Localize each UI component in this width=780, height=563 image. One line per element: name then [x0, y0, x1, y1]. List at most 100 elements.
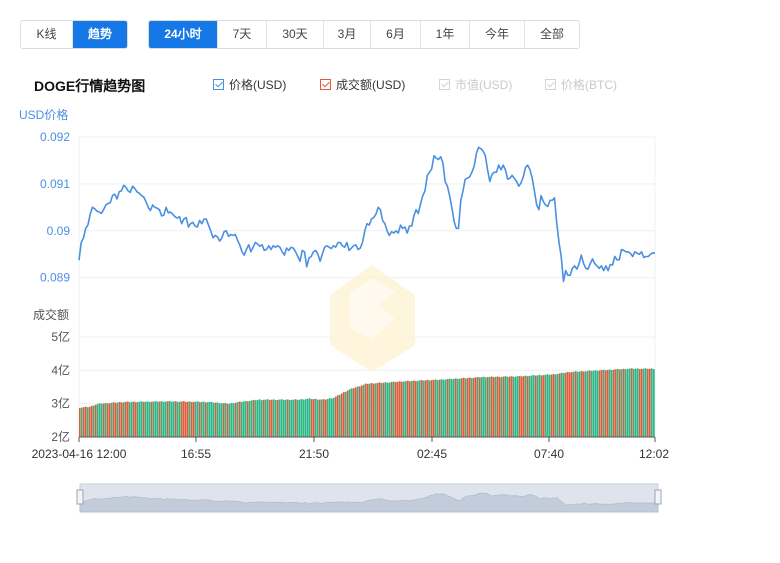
range-tab-3[interactable]: 3月 [324, 21, 371, 48]
volume-bar [247, 401, 249, 437]
volume-bar [123, 402, 125, 437]
volume-bar [547, 374, 549, 437]
volume-bar [459, 378, 461, 437]
mode-button-0[interactable]: K线 [21, 21, 73, 48]
volume-bar [545, 374, 547, 437]
volume-bar [423, 380, 425, 437]
volume-bar [415, 381, 417, 437]
volume-bar [221, 403, 223, 437]
volume-bar [197, 401, 199, 437]
volume-bar [645, 368, 647, 437]
volume-bar [337, 395, 339, 437]
volume-bar [235, 402, 237, 437]
volume-bar [381, 382, 383, 437]
volume-bar [131, 401, 133, 437]
legend-price-usd[interactable]: 价格(USD) [213, 76, 286, 93]
volume-bar [581, 371, 583, 437]
volume-bar [187, 401, 189, 437]
volume-bar [331, 398, 333, 437]
volume-bar [527, 376, 529, 437]
volume-bar [513, 376, 515, 437]
range-tab-6[interactable]: 今年 [470, 21, 525, 48]
volume-bar [311, 399, 313, 437]
volume-bar [99, 403, 101, 437]
volume-bar [125, 401, 127, 437]
volume-bar [491, 376, 493, 437]
legend-volume-usd[interactable]: 成交额(USD) [320, 76, 405, 93]
checkbox-icon [545, 79, 556, 90]
volume-bar [135, 402, 137, 437]
volume-bar [343, 392, 345, 437]
volume-bar [569, 372, 571, 437]
volume-bar [607, 369, 609, 437]
volume-bar [475, 377, 477, 437]
volume-bar [457, 378, 459, 437]
volume-bar [597, 370, 599, 437]
volume-bar [479, 377, 481, 437]
volume-bar [433, 379, 435, 437]
volume-bar [241, 401, 243, 437]
mode-button-1[interactable]: 趋势 [73, 21, 127, 48]
volume-bar [503, 376, 505, 437]
volume-bar [281, 399, 283, 437]
volume-bar [301, 399, 303, 437]
price-axis-title: USD价格 [19, 107, 68, 122]
volume-bar [637, 368, 639, 437]
volume-bar [523, 376, 525, 437]
volume-bar [169, 400, 171, 437]
volume-bar [555, 374, 557, 437]
volume-bar [115, 402, 117, 437]
volume-axis-title: 成交额 [33, 307, 69, 322]
range-tab-0[interactable]: 24小时 [149, 21, 218, 48]
volume-bar [223, 403, 225, 437]
time-navigator[interactable] [76, 483, 662, 513]
volume-bar [537, 375, 539, 437]
volume-bar [141, 401, 143, 437]
volume-bar [649, 368, 651, 437]
volume-bar [251, 400, 253, 437]
range-tab-4[interactable]: 6月 [371, 21, 421, 48]
volume-bar [333, 397, 335, 437]
volume-bar [653, 369, 655, 437]
volume-bar [165, 401, 167, 437]
volume-bar [575, 371, 577, 437]
volume-bar [295, 399, 297, 437]
volume-bar [303, 399, 305, 437]
range-tab-2[interactable]: 30天 [267, 21, 324, 48]
volume-bar [469, 377, 471, 437]
volume-bar [145, 401, 147, 437]
volume-bar [239, 401, 241, 437]
volume-bar [299, 399, 301, 437]
volume-bar [217, 402, 219, 437]
volume-bar [365, 383, 367, 437]
range-tab-5[interactable]: 1年 [421, 21, 470, 48]
range-tab-7[interactable]: 全部 [539, 27, 564, 41]
volume-bar [585, 371, 587, 437]
legend-marketcap-usd[interactable]: 市值(USD) [439, 76, 512, 93]
volume-bar [447, 379, 449, 437]
volume-bar [319, 399, 321, 437]
volume-bar [507, 376, 509, 437]
volume-bar [263, 399, 265, 437]
volume-bar [79, 407, 81, 437]
volume-bar [409, 381, 411, 437]
legend-price-btc[interactable]: 价格(BTC) [545, 76, 617, 93]
volume-bar [273, 399, 275, 437]
volume-bar [249, 400, 251, 437]
range-tab-1[interactable]: 7天 [218, 21, 267, 48]
volume-bar [543, 375, 545, 437]
volume-bar [455, 378, 457, 437]
volume-bar [129, 402, 131, 437]
volume-bar [565, 372, 567, 437]
axes [78, 436, 656, 442]
x-tick-label: 07:40 [534, 447, 564, 461]
volume-bar [293, 399, 295, 437]
volume-bar [105, 402, 107, 437]
volume-bar [449, 378, 451, 437]
chart-title: DOGE行情趋势图 [34, 78, 146, 94]
volume-bar [367, 383, 369, 437]
volume-tick-label: 3亿 [51, 396, 70, 411]
volume-bar [209, 401, 211, 437]
volume-bar [155, 401, 157, 437]
